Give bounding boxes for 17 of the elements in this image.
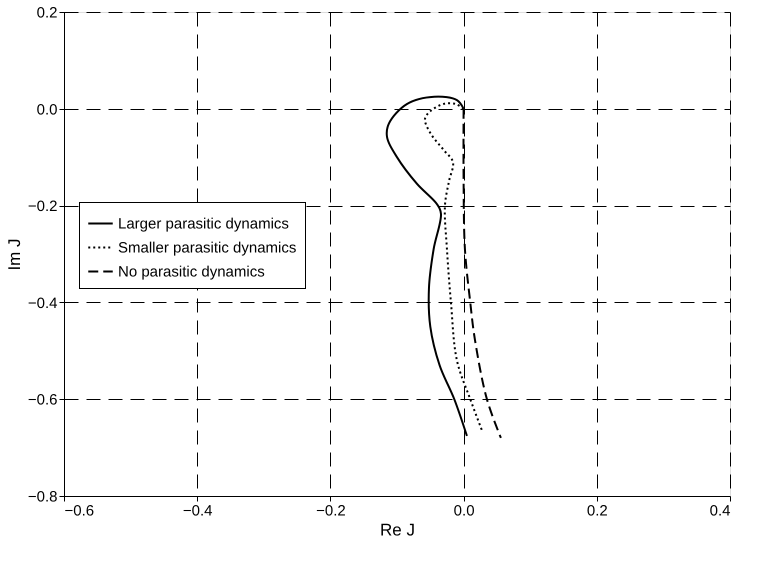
y-tick-label: 0.0 — [36, 101, 58, 118]
legend-label: Larger parasitic dynamics — [118, 216, 289, 232]
x-tick-label: −0.6 — [64, 502, 94, 520]
legend-label: Smaller parasitic dynamics — [118, 240, 296, 256]
legend-label: No parasitic dynamics — [118, 264, 265, 280]
y-tick-label: 0.2 — [36, 4, 58, 22]
y-tick-label: −0.4 — [28, 294, 58, 312]
x-axis-title: Re J — [380, 520, 415, 540]
x-tick-label: −0.4 — [182, 502, 213, 520]
y-tick-label: −0.8 — [28, 488, 58, 506]
y-tick-label: −0.2 — [28, 198, 58, 216]
x-tick-label: 0.0 — [454, 502, 475, 520]
y-axis-title: Im J — [4, 238, 24, 271]
x-tick-label: 0.2 — [586, 502, 608, 520]
x-tick-label: −0.2 — [316, 502, 346, 520]
y-tick-label: −0.6 — [28, 392, 58, 409]
x-tick-label: 0.4 — [710, 502, 730, 520]
